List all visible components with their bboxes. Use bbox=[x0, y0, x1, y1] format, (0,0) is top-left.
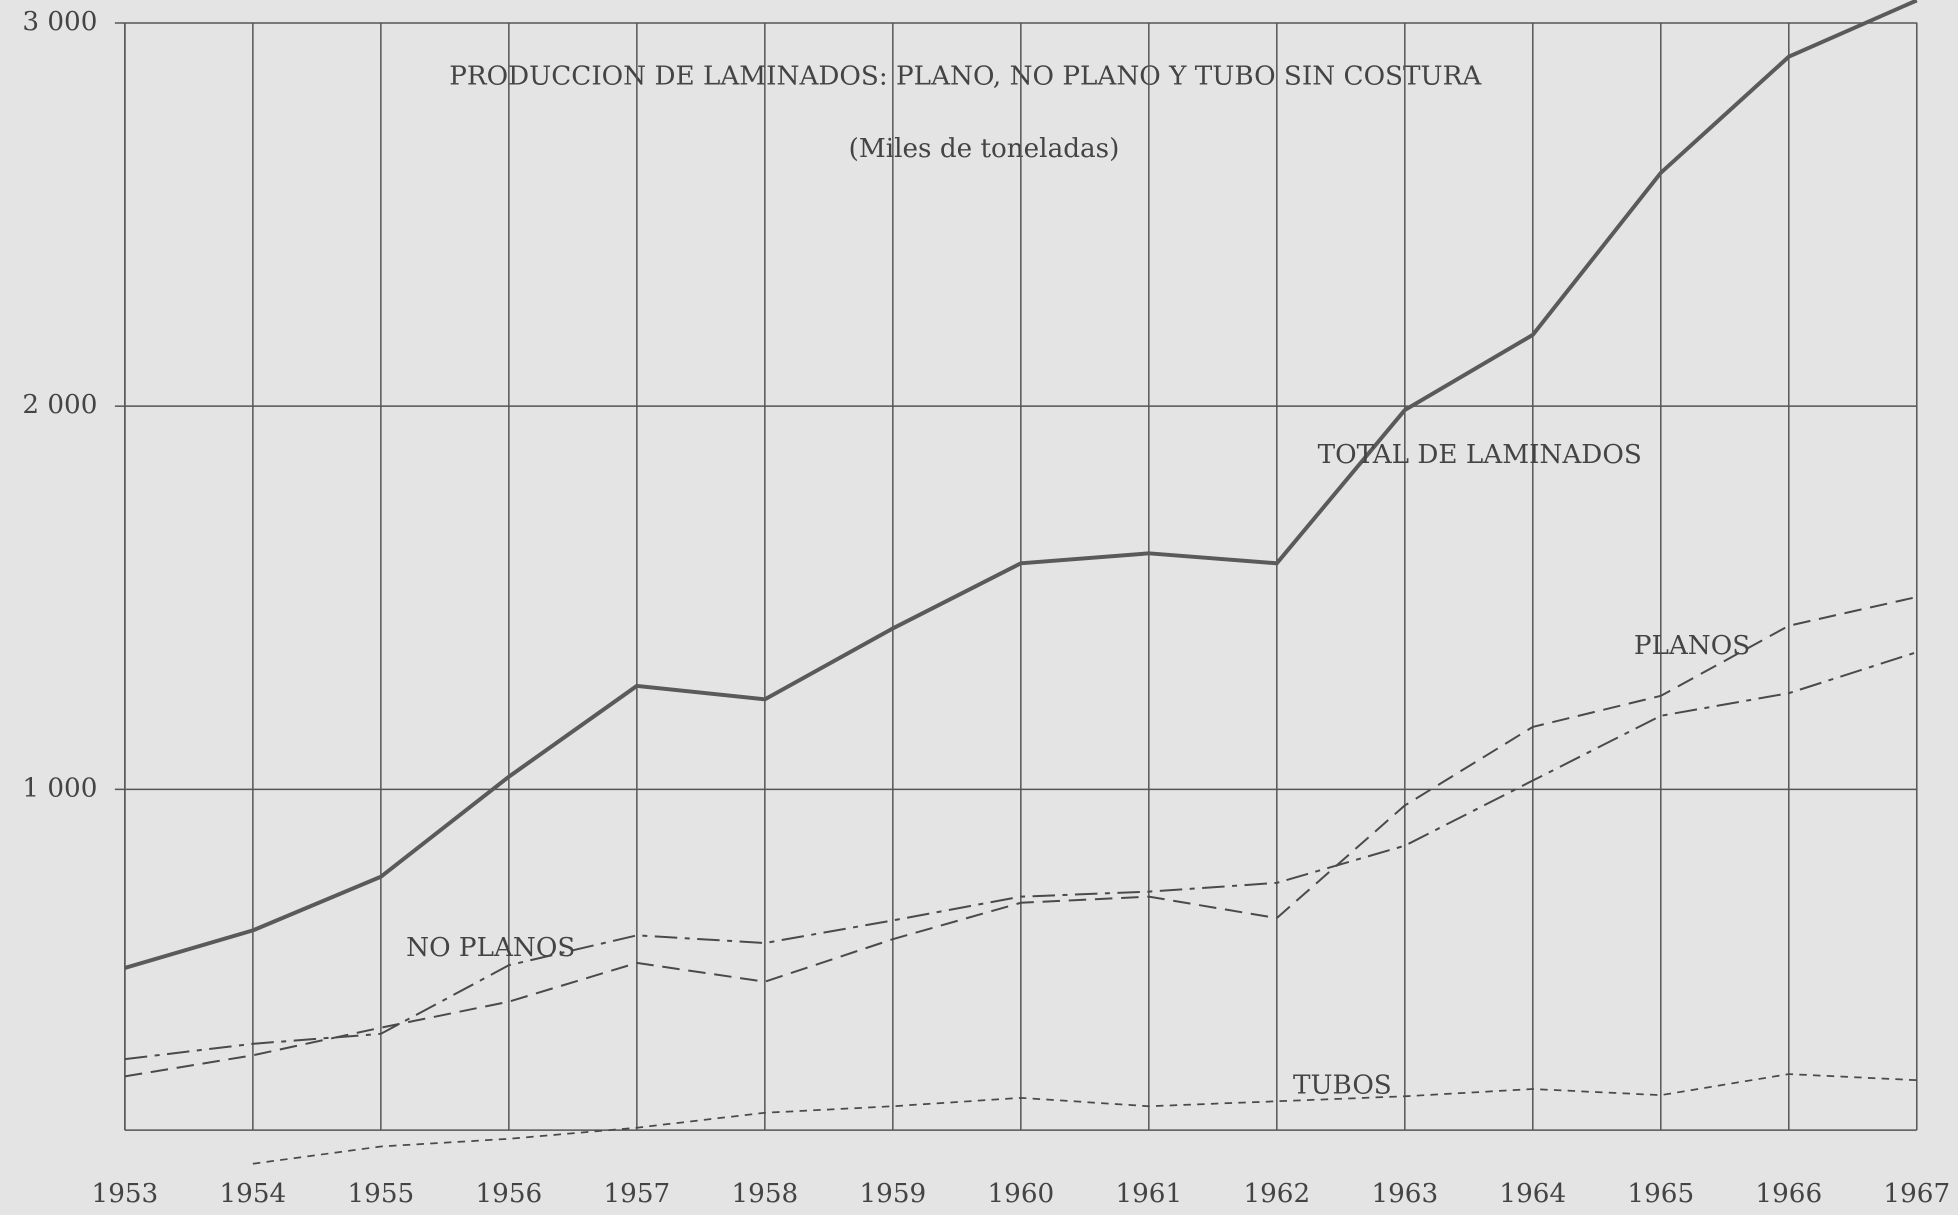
x-tick-label: 1965 bbox=[1627, 1179, 1694, 1209]
series-label: NO PLANOS bbox=[406, 933, 575, 963]
y-tick-label: 2 000 bbox=[22, 390, 97, 420]
series-label: TOTAL DE LAMINADOS bbox=[1318, 440, 1642, 470]
series-label: PLANOS bbox=[1634, 631, 1750, 661]
series-line bbox=[252, 1073, 1917, 1165]
x-tick-label: 1963 bbox=[1371, 1179, 1438, 1209]
x-tick-label: 1962 bbox=[1243, 1179, 1310, 1209]
series-label: TUBOS bbox=[1293, 1070, 1392, 1100]
series-line bbox=[124, 596, 1918, 1078]
series-line bbox=[124, 0, 1918, 970]
y-tick-label: 1 000 bbox=[22, 773, 97, 803]
x-tick-label: 1953 bbox=[92, 1179, 159, 1209]
x-tick-label: 1954 bbox=[220, 1179, 287, 1209]
x-tick-label: 1959 bbox=[859, 1179, 926, 1209]
x-tick-label: 1967 bbox=[1883, 1179, 1950, 1209]
x-tick-label: 1956 bbox=[475, 1179, 542, 1209]
x-tick-label: 1966 bbox=[1755, 1179, 1822, 1209]
x-tick-label: 1958 bbox=[731, 1179, 798, 1209]
x-tick-label: 1960 bbox=[987, 1179, 1054, 1209]
x-tick-label: 1957 bbox=[603, 1179, 670, 1209]
series-line bbox=[124, 651, 1918, 1061]
x-tick-label: 1955 bbox=[347, 1179, 414, 1209]
y-tick-label: 3 000 bbox=[22, 7, 97, 37]
x-tick-label: 1961 bbox=[1115, 1179, 1182, 1209]
chart-title: PRODUCCION DE LAMINADOS: PLANO, NO PLANO… bbox=[449, 61, 1482, 91]
chart-subtitle: (Miles de toneladas) bbox=[849, 134, 1120, 164]
x-tick-label: 1964 bbox=[1499, 1179, 1566, 1209]
